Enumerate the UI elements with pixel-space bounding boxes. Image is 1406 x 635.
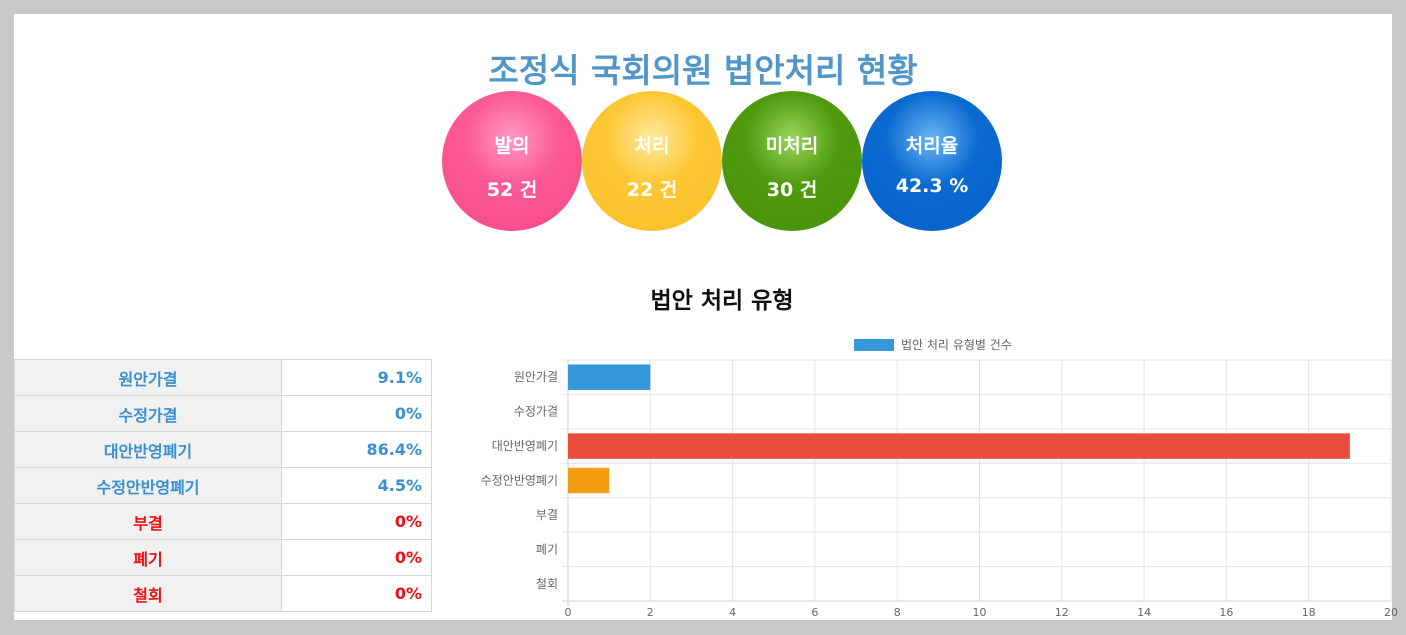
unprocessed-label: 미처리 bbox=[765, 135, 819, 157]
row-value: 0% bbox=[281, 539, 432, 576]
summary-circles: 발의 52 건 처리 22 건 미처리 30 건 처리율 42.3 % bbox=[442, 91, 1002, 231]
x-tick-label: 12 bbox=[1055, 606, 1069, 619]
processed-label: 처리 bbox=[634, 135, 670, 157]
proposed-count: 52 건 bbox=[486, 179, 538, 201]
x-tick-label: 18 bbox=[1302, 606, 1316, 619]
x-tick-label: 14 bbox=[1137, 606, 1151, 619]
x-tick-label: 6 bbox=[811, 606, 818, 619]
table-row: 수정가결 0% bbox=[14, 395, 432, 432]
category-tick-label: 수정안반영폐기 bbox=[481, 474, 558, 488]
row-value: 0% bbox=[281, 395, 432, 432]
category-tick-label: 원안가결 bbox=[514, 370, 558, 384]
x-tick-label: 10 bbox=[973, 606, 987, 619]
processing-rate-label: 처리율 bbox=[905, 135, 959, 157]
bar bbox=[568, 364, 651, 390]
category-tick-label: 부결 bbox=[536, 508, 558, 522]
table-row: 수정안반영폐기 4.5% bbox=[14, 467, 432, 504]
processing-rate-circle: 처리율 42.3 % bbox=[862, 91, 1002, 231]
row-value: 9.1% bbox=[281, 359, 432, 396]
table-row: 원안가결 9.1% bbox=[14, 359, 432, 396]
category-tick-label: 폐기 bbox=[536, 542, 558, 556]
row-value: 4.5% bbox=[281, 467, 432, 504]
x-tick-label: 0 bbox=[565, 606, 572, 619]
category-tick-label: 대안반영폐기 bbox=[492, 439, 558, 453]
row-label: 수정안반영폐기 bbox=[14, 467, 282, 504]
page-title: 조정식 국회의원 법안처리 현황 bbox=[488, 51, 918, 90]
proposed-circle: 발의 52 건 bbox=[442, 91, 582, 231]
processed-count: 22 건 bbox=[626, 179, 678, 201]
row-label: 철회 bbox=[14, 575, 282, 612]
table-row: 대안반영폐기 86.4% bbox=[14, 431, 432, 468]
unprocessed-circle: 미처리 30 건 bbox=[722, 91, 862, 231]
legend-label: 법안 처리 유형별 건수 bbox=[901, 338, 1012, 352]
category-tick-label: 수정가결 bbox=[514, 405, 558, 419]
legend-swatch bbox=[854, 339, 894, 351]
x-tick-label: 4 bbox=[729, 606, 736, 619]
x-tick-label: 2 bbox=[647, 606, 654, 619]
section-title: 법안 처리 유형 bbox=[650, 288, 794, 314]
row-value: 0% bbox=[281, 503, 432, 540]
proposed-label: 발의 bbox=[494, 135, 530, 157]
row-value: 86.4% bbox=[281, 431, 432, 468]
row-label: 원안가결 bbox=[14, 359, 282, 396]
bar bbox=[568, 433, 1350, 459]
row-label: 폐기 bbox=[14, 539, 282, 576]
row-label: 수정가결 bbox=[14, 395, 282, 432]
x-tick-label: 8 bbox=[894, 606, 901, 619]
content-panel: 조정식 국회의원 법안처리 현황 발의 52 건 처리 22 건 미처리 30 … bbox=[14, 14, 1398, 620]
processing-rate-value: 42.3 % bbox=[895, 175, 969, 197]
row-label: 대안반영폐기 bbox=[14, 431, 282, 468]
table-row: 폐기 0% bbox=[14, 539, 432, 576]
category-tick-label: 철회 bbox=[536, 577, 558, 591]
row-value: 0% bbox=[281, 575, 432, 612]
table-row: 철회 0% bbox=[14, 575, 432, 612]
x-tick-label: 16 bbox=[1219, 606, 1233, 619]
table-row: 부결 0% bbox=[14, 503, 432, 540]
row-label: 부결 bbox=[14, 503, 282, 540]
processed-circle: 처리 22 건 bbox=[582, 91, 722, 231]
x-tick-label: 20 bbox=[1384, 606, 1398, 619]
bill-type-table: 원안가결 9.1% 수정가결 0% 대안반영폐기 86.4% 수정안반영폐기 4… bbox=[14, 359, 432, 612]
unprocessed-count: 30 건 bbox=[766, 179, 818, 201]
bar bbox=[568, 467, 610, 494]
